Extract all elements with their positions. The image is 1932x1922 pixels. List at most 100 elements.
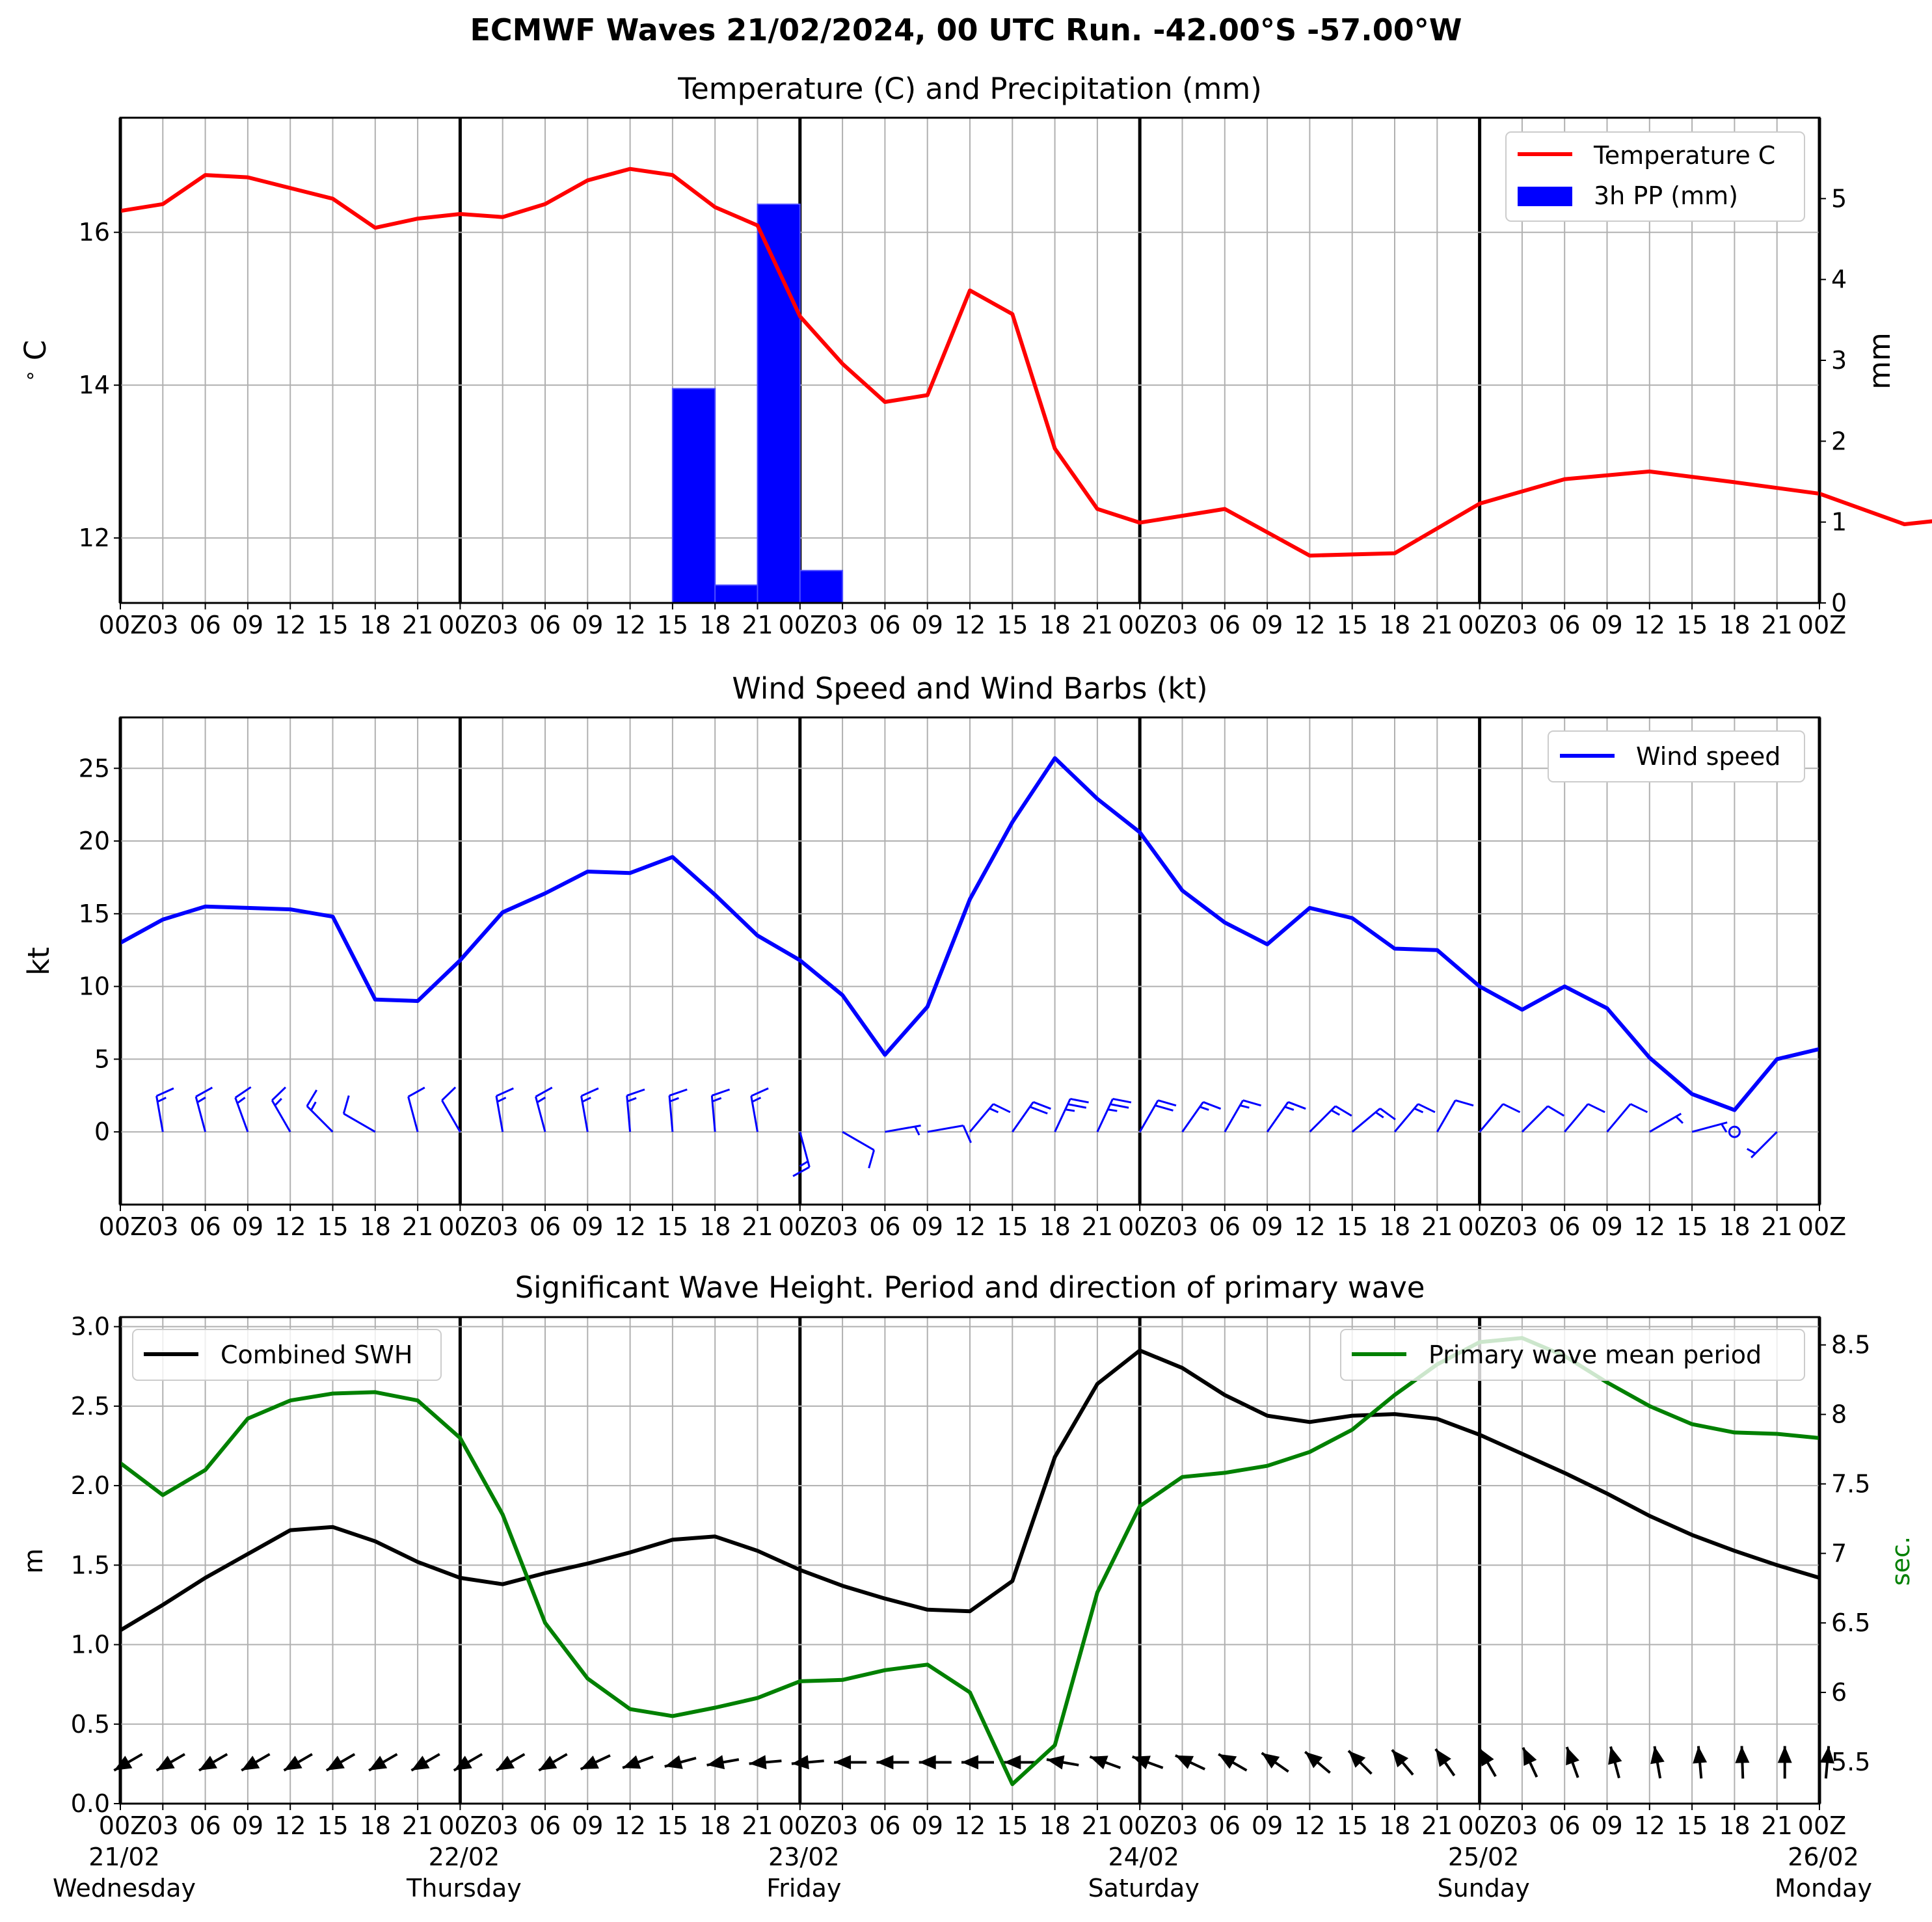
wind-barb [407,1086,425,1132]
x-tick-label: 00Z [99,1212,147,1241]
arrow-head [1175,1755,1194,1769]
x-tick-label: 06 [1209,1811,1241,1840]
x-tick-label: 06 [1549,1811,1580,1840]
wave-grid [118,1317,1821,1804]
x-tick-label: 12 [275,1811,306,1840]
barb-staff [234,1097,249,1132]
x-tick-label: 12 [275,1212,306,1241]
barb-full-flag [306,1089,318,1107]
arrow-head [1090,1755,1108,1770]
day-labels: 21/02 Wednesday 22/02 Thursday 23/02 Friday 24… [53,1843,1872,1902]
plot-frame [119,1316,1821,1805]
x-tick-label: 00Z [1798,611,1846,639]
arrow-head [749,1755,767,1770]
x-tick-label: 15 [1676,611,1708,639]
swh-y-label: m [19,1549,49,1574]
barb-half-flag [669,1097,679,1102]
barb-full-flag [580,1087,599,1097]
wind-barb [1436,1099,1474,1132]
barb-full-flag [342,1095,350,1114]
x-tick-label: 18 [699,611,731,639]
legend-swh-label: Combined SWH [221,1341,412,1369]
x-tick-label: 09 [912,1212,943,1241]
x-tick-label: 00Z [1458,1212,1506,1241]
y2-tick-label: 8 [1831,1400,1847,1429]
arrow-head [241,1755,260,1770]
barb-staff [195,1096,207,1132]
barb-full-flag [155,1087,174,1097]
wind-grid [118,717,1821,1205]
arrow-head [1566,1747,1579,1766]
x-tick-label: 12 [1634,1811,1665,1840]
x-tick-label: 06 [1549,1212,1580,1241]
day-date-label: 22/02 [429,1843,500,1871]
wave-direction-arrow [1218,1753,1248,1772]
x-tick-label: 09 [1252,1212,1283,1241]
x-tick-label: 12 [614,611,645,639]
wind-barb [1309,1105,1352,1133]
x-tick-label: 06 [189,611,221,639]
arrow-head [369,1755,388,1770]
wave-direction-arrow [1004,1755,1037,1770]
wind-barb [1691,1121,1728,1133]
wave-direction-arrow [1391,1749,1414,1776]
wind-speed-line [119,756,1820,1112]
x-tick-label: 06 [869,1811,900,1840]
wave-direction-arrow [1735,1746,1750,1779]
x-tick-label: 06 [869,1212,900,1241]
x-tick-label: 18 [1379,1811,1410,1840]
wind-barb [234,1086,252,1132]
arrow-head [1218,1754,1237,1769]
wind-barb [1138,1099,1177,1132]
x-tick-label: 09 [232,1212,263,1241]
x-tick-label: 00Z [1118,1212,1166,1241]
day-date-label: 25/02 [1448,1843,1520,1871]
wave-direction-arrow [961,1755,994,1770]
arrow-head [580,1755,599,1769]
wave-direction-arrow [1565,1746,1579,1778]
arrow-head [156,1755,175,1770]
barb-half-flag [1199,1106,1209,1111]
x-tick-label: 09 [1252,611,1283,639]
barb-staff [407,1096,419,1132]
x-tick-label: 03 [827,1212,858,1241]
y-tick-label: 20 [79,827,110,855]
barb-staff [155,1095,164,1132]
barb-half-flag [626,1097,637,1102]
x-tick-label: 09 [572,611,603,639]
day-date-label: 26/02 [1788,1843,1859,1871]
x-tick-label: 00Z [1118,611,1166,639]
x-tick-label: 15 [657,1811,688,1840]
plot-frame [119,116,1821,604]
x-tick-label: 18 [360,1811,391,1840]
barb-full-flag [441,1086,457,1101]
wind-barb [1096,1097,1132,1132]
wind-barb [342,1095,376,1133]
wave-direction-arrow [283,1753,313,1772]
x-tick-label: 15 [317,1212,348,1241]
x-tick-label: 18 [1039,611,1070,639]
x-tick-label: 15 [317,1811,348,1840]
barb-staff [626,1095,632,1132]
x-tick-label: 21 [402,1811,433,1840]
barb-half-flag [1414,1107,1424,1114]
x-tick-label: 06 [1209,611,1241,639]
x-tick-label: 21 [1762,1811,1793,1840]
barb-staff [1564,1103,1589,1133]
y-tick-label: 3.0 [71,1313,110,1341]
barb-half-flag [989,1107,999,1114]
arrow-head [1047,1755,1065,1770]
temperature-precip-panel: Temperature (C) and Precipitation (mm) 0… [18,72,1932,639]
y2-tick-label: 8.5 [1831,1331,1870,1359]
arrow-head [791,1755,809,1770]
y-tick-label: 5 [94,1045,110,1073]
x-tick-label: 15 [657,611,688,639]
barb-half-flag [751,1097,762,1103]
wind-barb [1747,1131,1778,1158]
barb-staff [668,1095,674,1132]
x-tick-label: 21 [1421,611,1453,639]
legend-period-label: Primary wave mean period [1429,1341,1762,1369]
barb-half-flag [582,1097,591,1103]
wind-barb [495,1087,514,1132]
